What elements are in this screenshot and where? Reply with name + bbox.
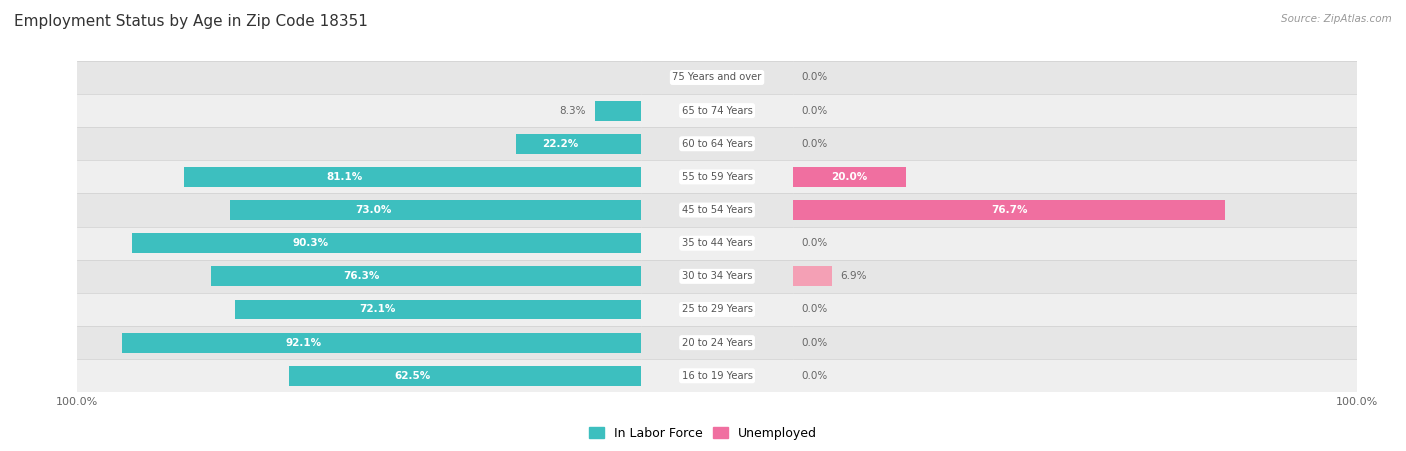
Text: Source: ZipAtlas.com: Source: ZipAtlas.com	[1281, 14, 1392, 23]
Bar	[77, 61, 641, 94]
Bar	[77, 160, 641, 193]
Text: 81.1%: 81.1%	[326, 172, 363, 182]
Text: 0.0%: 0.0%	[801, 139, 827, 149]
Text: 30 to 34 Years: 30 to 34 Years	[682, 272, 752, 281]
Bar	[132, 233, 641, 253]
Bar	[288, 366, 641, 386]
Bar	[793, 94, 1357, 127]
Legend: In Labor Force, Unemployed: In Labor Force, Unemployed	[583, 422, 823, 445]
Text: 35 to 44 Years: 35 to 44 Years	[682, 238, 752, 248]
Bar	[793, 167, 905, 187]
Bar	[229, 200, 641, 220]
Text: Employment Status by Age in Zip Code 18351: Employment Status by Age in Zip Code 183…	[14, 14, 368, 28]
Bar	[122, 333, 641, 353]
Bar	[77, 127, 641, 160]
Bar	[793, 193, 1357, 226]
Bar	[793, 260, 1357, 293]
Bar	[77, 226, 641, 260]
Bar	[641, 61, 793, 94]
Text: 0.0%: 0.0%	[801, 106, 827, 115]
Text: 65 to 74 Years: 65 to 74 Years	[682, 106, 752, 115]
Text: 73.0%: 73.0%	[356, 205, 392, 215]
Bar	[77, 359, 641, 392]
Text: 0.0%: 0.0%	[801, 304, 827, 314]
Text: 76.7%: 76.7%	[991, 205, 1028, 215]
Text: 0.0%: 0.0%	[801, 371, 827, 381]
Text: 76.3%: 76.3%	[343, 272, 380, 281]
Bar	[77, 260, 641, 293]
Text: 22.2%: 22.2%	[541, 139, 578, 149]
Bar	[641, 359, 793, 392]
Bar	[793, 200, 1226, 220]
Bar	[77, 293, 641, 326]
Text: 60 to 64 Years: 60 to 64 Years	[682, 139, 752, 149]
Bar	[793, 127, 1357, 160]
Text: 0.0%: 0.0%	[801, 238, 827, 248]
Bar	[793, 359, 1357, 392]
Text: 8.3%: 8.3%	[560, 106, 586, 115]
Text: 6.9%: 6.9%	[839, 272, 866, 281]
Bar	[184, 167, 641, 187]
Text: 90.3%: 90.3%	[292, 238, 329, 248]
Text: 72.1%: 72.1%	[359, 304, 395, 314]
Bar	[641, 160, 793, 193]
Bar	[793, 326, 1357, 359]
Text: 25 to 29 Years: 25 to 29 Years	[682, 304, 752, 314]
Bar	[77, 193, 641, 226]
Bar	[211, 267, 641, 286]
Bar	[641, 127, 793, 160]
Bar	[77, 326, 641, 359]
Bar	[793, 267, 831, 286]
Text: 0.0%: 0.0%	[801, 338, 827, 348]
Text: 20.0%: 20.0%	[831, 172, 868, 182]
Bar	[793, 293, 1357, 326]
Text: 0.0%: 0.0%	[801, 73, 827, 83]
Bar	[595, 101, 641, 120]
Text: 45 to 54 Years: 45 to 54 Years	[682, 205, 752, 215]
Bar	[235, 299, 641, 319]
Bar	[793, 61, 1357, 94]
Bar	[641, 293, 793, 326]
Text: 20 to 24 Years: 20 to 24 Years	[682, 338, 752, 348]
Bar	[641, 226, 793, 260]
Text: 92.1%: 92.1%	[285, 338, 322, 348]
Bar	[641, 326, 793, 359]
Bar	[516, 134, 641, 154]
Text: 16 to 19 Years: 16 to 19 Years	[682, 371, 752, 381]
Bar	[793, 226, 1357, 260]
Bar	[793, 160, 1357, 193]
Text: 62.5%: 62.5%	[394, 371, 430, 381]
Text: 55 to 59 Years: 55 to 59 Years	[682, 172, 752, 182]
Bar	[641, 260, 793, 293]
Bar	[641, 193, 793, 226]
Bar	[641, 94, 793, 127]
Bar	[77, 94, 641, 127]
Text: 75 Years and over: 75 Years and over	[672, 73, 762, 83]
